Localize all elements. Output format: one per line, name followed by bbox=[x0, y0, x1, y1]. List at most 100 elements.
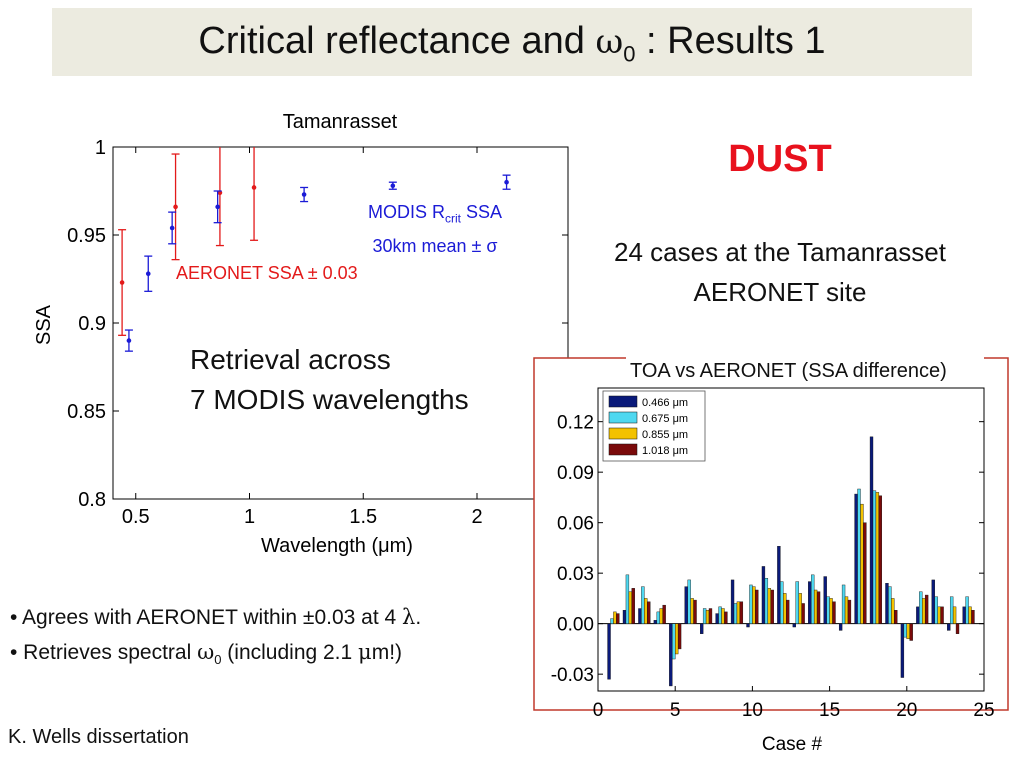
aeronet-series-label: AERONET SSA ± 0.03 bbox=[176, 263, 358, 283]
mu-symbol: μ bbox=[358, 640, 372, 664]
chart1-ylabel: SSA bbox=[33, 304, 55, 345]
data-point bbox=[504, 179, 509, 185]
bar bbox=[916, 606, 920, 624]
bar bbox=[672, 623, 676, 660]
bullet-item-2: • Retrieves spectral ω0 (including 2.1 μ… bbox=[10, 635, 421, 677]
bullet1-end: . bbox=[415, 606, 422, 629]
bar bbox=[792, 623, 796, 628]
legend-swatch bbox=[608, 443, 638, 456]
data-point bbox=[390, 183, 396, 189]
chart1-plot-area bbox=[112, 146, 569, 500]
bar bbox=[919, 591, 923, 624]
y-tick-label: 0.03 bbox=[557, 564, 594, 585]
chart1-x-ticks: 0.5 1 1.5 2 bbox=[122, 147, 483, 528]
x-tick-label: 1.5 bbox=[349, 506, 377, 528]
omega-symbol: ω bbox=[595, 22, 624, 62]
bar bbox=[888, 586, 892, 624]
bar bbox=[955, 623, 960, 634]
bar bbox=[894, 610, 898, 624]
bar bbox=[826, 596, 830, 624]
bar bbox=[736, 601, 741, 624]
bar bbox=[687, 579, 691, 624]
bullet2-mid: (including 2.1 bbox=[221, 641, 359, 664]
data-point bbox=[215, 204, 220, 210]
bar bbox=[885, 583, 889, 624]
bar bbox=[659, 608, 663, 624]
chart2-xlabel: Case # bbox=[762, 734, 823, 755]
legend-swatch bbox=[608, 427, 638, 440]
bar bbox=[922, 598, 926, 624]
legend-label: 1.018 μm bbox=[642, 445, 688, 457]
bar bbox=[644, 598, 648, 624]
data-point bbox=[301, 192, 307, 197]
chart2-x-ticks: 0 5 10 15 20 25 bbox=[593, 686, 995, 721]
bar bbox=[909, 623, 913, 641]
page-title: Critical reflectance and ω0 : Results 1 bbox=[52, 20, 972, 68]
chart2-y-ticks: -0.03 0.00 0.03 0.06 0.09 0.12 bbox=[551, 413, 984, 686]
bar bbox=[968, 606, 972, 624]
bar bbox=[878, 495, 882, 624]
y-tick-label: -0.03 bbox=[551, 665, 594, 686]
bar bbox=[875, 492, 880, 624]
data-point bbox=[126, 338, 132, 343]
x-tick-label: 0 bbox=[593, 700, 604, 721]
y-tick-label: 0.06 bbox=[557, 514, 594, 535]
chart2-title-box bbox=[626, 356, 984, 386]
legend-label: 0.675 μm bbox=[642, 413, 688, 425]
y-tick-label: 0.09 bbox=[557, 463, 594, 484]
x-tick-label: 2 bbox=[471, 506, 482, 528]
bar bbox=[783, 593, 787, 624]
bar bbox=[906, 623, 910, 640]
legend-label: 0.855 μm bbox=[642, 429, 688, 441]
bar bbox=[718, 606, 722, 624]
chart1-xlabel: Wavelength (μm) bbox=[261, 535, 413, 557]
bar bbox=[869, 436, 874, 624]
modis-series bbox=[124, 174, 511, 352]
y-tick-label: 0.95 bbox=[67, 225, 106, 247]
dust-heading: DUST bbox=[728, 138, 832, 180]
bar bbox=[777, 546, 781, 624]
y-tick-label: 0.9 bbox=[78, 313, 106, 335]
lambda-symbol: λ bbox=[402, 605, 416, 629]
bar bbox=[937, 606, 941, 624]
data-point bbox=[251, 185, 257, 190]
bar bbox=[767, 588, 771, 624]
x-tick-label: 10 bbox=[742, 700, 763, 721]
ssa-chart: Tamanrasset 0.8 0.85 0.9 0.95 1 0.5 1 1.5 2 SSA… bbox=[33, 111, 569, 557]
bar bbox=[832, 601, 836, 624]
bar bbox=[829, 598, 833, 624]
bar bbox=[903, 623, 907, 638]
bar bbox=[693, 599, 697, 624]
legend-label: 0.466 μm bbox=[642, 397, 688, 409]
bar bbox=[638, 608, 642, 624]
bar bbox=[669, 623, 673, 687]
bar bbox=[891, 598, 895, 624]
data-point bbox=[145, 271, 151, 277]
bar bbox=[795, 581, 799, 624]
bar bbox=[863, 522, 867, 624]
bar bbox=[613, 611, 617, 624]
bar bbox=[786, 599, 790, 624]
bar bbox=[622, 610, 627, 624]
bar bbox=[647, 601, 651, 624]
bar bbox=[971, 610, 975, 624]
cases-line-2: AERONET site bbox=[693, 277, 867, 307]
bar bbox=[965, 596, 969, 624]
bullet-list: • Agrees with AERONET within ±0.03 at 4 … bbox=[10, 600, 421, 677]
ssa-difference-chart: -0.03 0.00 0.03 0.06 0.09 0.12 0 5 10 15 20 25 0.4… bbox=[533, 356, 1009, 755]
modis-label-a: MODIS R bbox=[368, 202, 446, 222]
bar bbox=[770, 589, 774, 624]
bar bbox=[610, 618, 614, 624]
bar bbox=[823, 576, 827, 624]
bar bbox=[931, 579, 935, 624]
bar bbox=[962, 606, 966, 624]
bar bbox=[813, 589, 818, 624]
bar bbox=[653, 620, 658, 624]
y-tick-label: 0.85 bbox=[67, 401, 106, 423]
bar bbox=[934, 596, 938, 624]
bar bbox=[924, 594, 929, 624]
bar bbox=[841, 584, 846, 624]
bar bbox=[702, 608, 707, 624]
bar bbox=[739, 601, 744, 624]
y-tick-label: 0.00 bbox=[557, 615, 594, 636]
